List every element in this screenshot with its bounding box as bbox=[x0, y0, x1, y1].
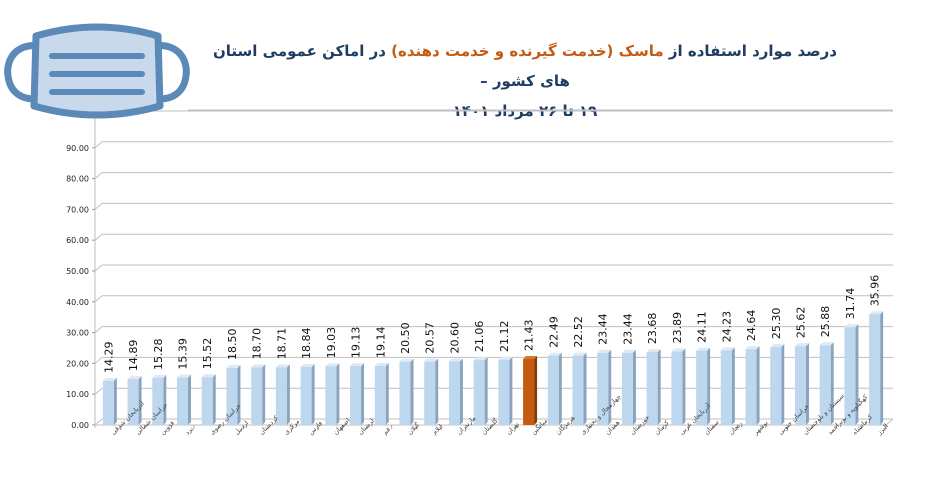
bar: 18.84 bbox=[300, 327, 315, 425]
bar: 35.96 bbox=[869, 275, 884, 425]
y-tick-label: 40.00 bbox=[66, 298, 89, 307]
bar: 24.64 bbox=[745, 310, 760, 425]
y-axis: 0.00 10.00 20.00 30.00 40.00 50.00 60.00 70.00 8… bbox=[66, 110, 96, 430]
value-label: 23.44 bbox=[621, 313, 634, 345]
value-label: 31.74 bbox=[844, 288, 857, 320]
value-label: 18.71 bbox=[275, 328, 288, 360]
gridline-side bbox=[94, 172, 103, 179]
bar: 20.50 bbox=[399, 322, 414, 425]
bar: 31.74 bbox=[844, 288, 859, 425]
y-tick-label: 30.00 bbox=[66, 329, 89, 338]
bar: 25.62 bbox=[794, 307, 809, 425]
bar: 22.52 bbox=[572, 316, 587, 425]
bar: 18.71 bbox=[275, 328, 290, 425]
bar: 23.44 bbox=[621, 313, 636, 425]
bar: 25.88 bbox=[819, 306, 834, 425]
bar: 19.03 bbox=[325, 327, 340, 425]
value-label: 19.13 bbox=[350, 327, 363, 359]
floor-edge bbox=[885, 418, 894, 426]
gridline-side bbox=[94, 387, 103, 395]
category-label: یزد bbox=[183, 425, 195, 437]
y-tick-label: 0.00 bbox=[71, 421, 89, 430]
bar: 23.44 bbox=[597, 313, 612, 425]
gridline-side bbox=[94, 418, 103, 426]
bar: 21.43 bbox=[523, 319, 538, 425]
y-tick-label: 20.00 bbox=[66, 359, 89, 368]
bar: 22.49 bbox=[547, 316, 562, 425]
value-label: 23.44 bbox=[597, 313, 610, 345]
gridline-side bbox=[94, 264, 103, 272]
value-label: 22.49 bbox=[547, 316, 560, 348]
value-label: 15.52 bbox=[201, 338, 214, 370]
value-label: 22.52 bbox=[572, 316, 585, 348]
y-tick-label: 60.00 bbox=[66, 236, 89, 245]
value-label: 18.70 bbox=[251, 328, 264, 360]
value-label: 25.88 bbox=[819, 306, 832, 338]
value-label: 24.11 bbox=[696, 311, 709, 343]
bar: 19.14 bbox=[374, 327, 389, 425]
value-label: 25.30 bbox=[770, 308, 783, 340]
y-tick-label: 90.00 bbox=[66, 144, 89, 153]
chart-title: درصد موارد استفاده از ماسک (خدمت گیرنده … bbox=[210, 36, 840, 126]
bar: 23.89 bbox=[671, 312, 686, 425]
gridline-side bbox=[94, 203, 103, 210]
title-highlight: ماسک (خدمت گیرنده و خدمت دهنده) bbox=[391, 42, 664, 60]
bar: 18.70 bbox=[251, 328, 266, 425]
value-label: 24.64 bbox=[745, 310, 758, 342]
gridline-side bbox=[94, 326, 103, 333]
gridline-side bbox=[94, 233, 103, 241]
bar: 15.52 bbox=[201, 338, 216, 425]
bar: 14.89 bbox=[127, 340, 142, 425]
value-label: 25.62 bbox=[794, 307, 807, 339]
bar: 23.68 bbox=[646, 313, 661, 425]
gridline-side bbox=[94, 295, 103, 303]
gridline-side bbox=[94, 141, 103, 149]
bar: 20.57 bbox=[424, 322, 439, 425]
value-label: 14.29 bbox=[102, 341, 115, 373]
value-label: 23.68 bbox=[646, 313, 659, 345]
value-label: 21.12 bbox=[498, 320, 511, 352]
y-tick-label: 50.00 bbox=[66, 267, 89, 276]
bars: 14.29 14.89 15.28 15.39 15.52 18.50 18.70 18.71… bbox=[102, 275, 884, 425]
bar: 14.29 bbox=[102, 341, 117, 425]
gridline-side bbox=[94, 357, 103, 364]
value-label: 20.57 bbox=[424, 322, 437, 354]
bar: 24.11 bbox=[696, 311, 711, 425]
value-label: 18.50 bbox=[226, 329, 239, 361]
value-label: 19.14 bbox=[374, 327, 387, 359]
bar: 18.50 bbox=[226, 329, 241, 425]
value-label: 23.89 bbox=[671, 312, 684, 344]
y-tick-label: 10.00 bbox=[66, 390, 89, 399]
value-label: 18.84 bbox=[300, 327, 313, 359]
value-label: 21.43 bbox=[523, 319, 536, 351]
value-label: 24.23 bbox=[720, 311, 733, 343]
value-label: 15.28 bbox=[152, 338, 165, 370]
bar: 19.13 bbox=[350, 327, 365, 425]
value-label: 15.39 bbox=[177, 338, 190, 370]
bar: 25.30 bbox=[770, 308, 785, 425]
bar: 20.60 bbox=[448, 322, 463, 425]
value-label: 20.50 bbox=[399, 322, 412, 354]
value-label: 35.96 bbox=[869, 275, 882, 307]
value-label: 14.89 bbox=[127, 340, 140, 372]
category-label: قم bbox=[381, 425, 392, 436]
y-tick-label: 70.00 bbox=[66, 205, 89, 214]
bar: 15.28 bbox=[152, 338, 167, 425]
bar: 21.06 bbox=[473, 321, 488, 425]
title-line-1: درصد موارد استفاده از ماسک (خدمت گیرنده … bbox=[213, 42, 837, 90]
bar: 15.39 bbox=[177, 338, 192, 425]
bar: 24.23 bbox=[720, 311, 735, 425]
bar: 21.12 bbox=[498, 320, 513, 425]
value-label: 19.03 bbox=[325, 327, 338, 359]
face-mask-icon bbox=[4, 23, 190, 119]
y-tick-label: 80.00 bbox=[66, 175, 89, 184]
value-label: 21.06 bbox=[473, 321, 486, 353]
value-label: 20.60 bbox=[448, 322, 461, 354]
